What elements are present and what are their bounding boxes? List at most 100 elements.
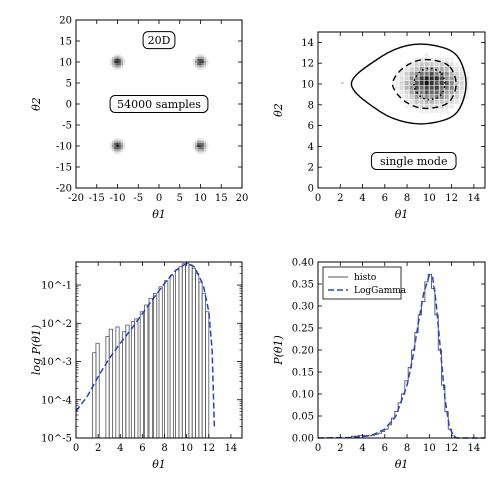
x-tick-label: 14 xyxy=(467,193,480,204)
density-cell xyxy=(114,56,117,59)
density-cell xyxy=(116,65,119,68)
density-cell xyxy=(197,58,200,61)
y-tick-label: -15 xyxy=(56,163,72,174)
density-cell xyxy=(114,138,117,141)
x-tick-label: 8 xyxy=(404,193,410,204)
density-cell xyxy=(192,144,196,148)
density-cell xyxy=(199,149,202,152)
density-cell xyxy=(414,76,419,81)
density-cell xyxy=(419,80,424,86)
density-cell xyxy=(424,95,429,100)
density-cell xyxy=(118,54,121,57)
density-cell xyxy=(116,60,119,64)
y-tick-label: 10^-3 xyxy=(41,357,72,368)
density-cell xyxy=(199,67,202,70)
density-cell xyxy=(203,60,207,64)
density-cell xyxy=(404,71,409,76)
density-cell xyxy=(424,90,429,95)
y-tick-label: 4 xyxy=(308,142,314,153)
density-cell xyxy=(414,90,419,95)
density-cell xyxy=(206,142,209,145)
density-cell xyxy=(120,63,124,66)
density-cell xyxy=(409,76,414,81)
plot-frame xyxy=(317,31,486,189)
density-cell xyxy=(197,142,200,145)
histogram-bar xyxy=(108,328,113,439)
density-cell xyxy=(199,58,202,61)
density-cell xyxy=(464,71,469,76)
density-cell xyxy=(195,149,198,152)
density-cell xyxy=(206,60,209,64)
density-cell xyxy=(197,140,200,143)
histogram-bar xyxy=(185,262,190,439)
density-cell xyxy=(409,62,414,67)
density-cell xyxy=(118,140,121,143)
x-tick-label: 4 xyxy=(359,193,365,204)
density-cell xyxy=(409,95,414,100)
density-cell xyxy=(399,80,404,86)
density-cell xyxy=(203,149,207,152)
density-cell xyxy=(195,142,198,145)
density-cell xyxy=(199,147,202,150)
density-cell xyxy=(414,80,419,86)
density-cell xyxy=(114,67,117,70)
density-cell xyxy=(409,99,414,104)
density-cell xyxy=(464,85,469,90)
histogram-bar xyxy=(158,286,163,439)
density-cell xyxy=(206,58,209,61)
x-tick-label: -15 xyxy=(89,193,105,204)
density-cell xyxy=(116,54,119,57)
density-cell xyxy=(414,57,419,62)
density-cell xyxy=(203,56,207,59)
density-cell xyxy=(197,151,200,154)
density-cell xyxy=(424,80,429,86)
density-cell xyxy=(201,140,204,143)
y-tick-label: 20 xyxy=(59,16,72,27)
density-cell xyxy=(201,138,204,141)
contour-dashed xyxy=(391,58,457,110)
density-cell xyxy=(109,147,113,150)
density-cell xyxy=(419,62,424,67)
density-cell xyxy=(439,76,444,81)
density-cell xyxy=(195,147,198,150)
density-cell xyxy=(120,138,124,141)
density-cell xyxy=(118,147,121,150)
y-tick-label: 0.00 xyxy=(292,434,314,445)
histogram-bar xyxy=(188,264,193,439)
x-tick-label: 15 xyxy=(215,193,228,204)
density-cell xyxy=(434,109,439,114)
x-tick-label: 6 xyxy=(382,193,388,204)
density-cell xyxy=(439,66,444,72)
density-cell xyxy=(394,85,399,90)
density-cell xyxy=(434,104,439,109)
density-cell xyxy=(399,99,404,104)
density-cell xyxy=(444,57,449,62)
x-tick-label: 4 xyxy=(117,443,123,454)
y-axis-label: θ2 xyxy=(30,97,43,111)
x-axis-label: θ1 xyxy=(395,208,409,221)
density-cell xyxy=(414,71,419,76)
density-cell xyxy=(419,57,424,62)
y-tick-label: 15 xyxy=(59,37,72,48)
density-cell xyxy=(394,80,399,86)
y-axis-label: P(θ1) xyxy=(272,335,285,366)
density-cell xyxy=(434,80,439,86)
density-cell xyxy=(192,58,196,61)
x-tick-label: 2 xyxy=(337,443,343,454)
histogram-bar xyxy=(92,352,97,439)
density-cell xyxy=(120,144,124,148)
density-cell xyxy=(424,99,429,104)
density-cell xyxy=(459,71,464,76)
histogram-bar xyxy=(148,297,153,439)
y-tick-label: -20 xyxy=(56,184,72,195)
y-tick-label: 12 xyxy=(301,59,314,70)
density-cell xyxy=(404,85,409,90)
density-cell xyxy=(112,149,115,152)
density-cell xyxy=(439,85,444,90)
density-cell xyxy=(120,149,124,152)
annotation-box xyxy=(109,95,209,113)
x-axis-label: θ1 xyxy=(152,458,166,471)
density-cell xyxy=(424,62,429,67)
density-cell xyxy=(439,109,444,114)
density-cell xyxy=(195,56,198,59)
